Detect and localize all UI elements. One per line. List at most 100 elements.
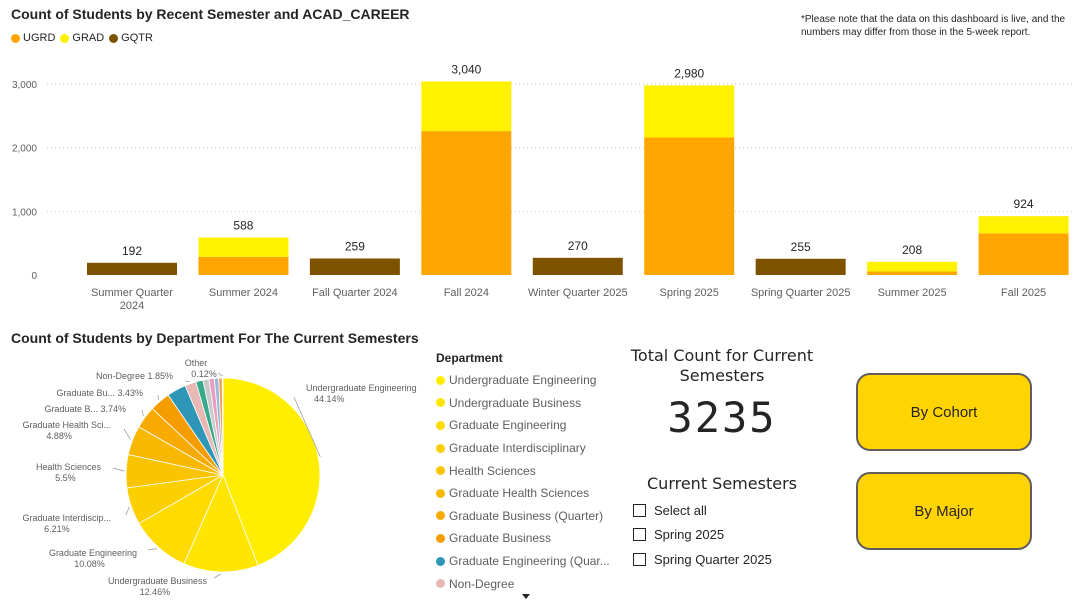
bar-segment-ugrd <box>421 131 512 275</box>
legend-dot-icon <box>436 556 445 566</box>
kpi-title: Total Count for Current Semesters <box>630 346 814 385</box>
live-data-note: *Please note that the data on this dashb… <box>801 14 1066 38</box>
legend-dot-gqtr <box>109 33 119 43</box>
pie-leader-line <box>125 506 130 516</box>
pie-label: Health Sciences <box>36 462 102 472</box>
department-legend-label: Undergraduate Engineering <box>449 373 597 388</box>
department-legend-label: Non-Degree <box>449 576 515 591</box>
legend-dot-icon <box>436 420 445 430</box>
by-cohort-button[interactable]: By Cohort <box>856 373 1032 451</box>
department-legend-label: Graduate Health Sciences <box>449 486 590 501</box>
data-label-total: 588 <box>233 219 253 233</box>
legend-label-gqtr: GQTR <box>121 32 153 44</box>
legend-dot-icon <box>436 511 445 521</box>
data-label-total: 3,040 <box>451 62 481 76</box>
legend-scroll-down-icon[interactable] <box>522 594 530 599</box>
y-tick-label: 0 <box>31 271 37 282</box>
department-legend-item[interactable]: Non-Degree <box>436 572 611 595</box>
legend-dot-icon <box>436 466 445 476</box>
data-label-total: 259 <box>345 240 365 254</box>
pie-leader-line <box>213 573 221 579</box>
y-tick-label: 2,000 <box>12 144 37 155</box>
pie-label-pct: 12.46% <box>140 587 171 597</box>
department-legend-title: Department <box>436 351 503 365</box>
semesters-slicer-title: Current Semesters <box>647 474 797 493</box>
department-legend-label: Graduate Interdisciplinary <box>449 441 586 456</box>
legend-item-gqtr[interactable]: GQTR <box>109 32 153 44</box>
data-label-total: 270 <box>568 239 588 253</box>
pie-slice <box>221 377 224 476</box>
x-category-label: Summer Quarter <box>91 287 173 299</box>
bar-segment-ugrd <box>198 256 289 275</box>
pie-slice <box>183 473 259 573</box>
x-category-label: Summer 2025 <box>878 287 947 299</box>
pie-leader-line <box>217 372 223 377</box>
department-legend-item[interactable]: Graduate Business <box>436 527 611 550</box>
pie-label: Undergraduate Business <box>108 576 208 586</box>
bar-segment-ugrd <box>644 137 735 275</box>
department-legend-item[interactable]: Graduate Business (Quarter) <box>436 505 611 528</box>
x-category-label: Fall 2024 <box>444 287 489 299</box>
slicer-option-spring-2025[interactable]: Spring 2025 <box>633 523 772 548</box>
bar-segment-gqtr <box>309 258 400 275</box>
legend-dot-icon <box>436 488 445 498</box>
y-tick-label: 3,000 <box>12 80 37 91</box>
kpi-value: 3235 <box>667 393 777 442</box>
bar-segment-ugrd <box>867 271 958 275</box>
data-label-total: 192 <box>122 244 142 258</box>
pie-leader-line <box>147 548 157 551</box>
slicer-option-label: Spring Quarter 2025 <box>654 551 772 567</box>
checkbox-spring-2025[interactable] <box>633 528 646 542</box>
pie-leader-line <box>141 409 144 417</box>
pie-label: Graduate Health Sci... <box>22 420 111 430</box>
pie-leader-line <box>112 467 125 472</box>
slicer-option-spring-quarter-2025[interactable]: Spring Quarter 2025 <box>633 547 772 572</box>
legend-dot-icon <box>436 398 445 408</box>
pie-chart-title: Count of Students by Department For The … <box>11 330 419 346</box>
pie-label-pct: 10.08% <box>74 559 105 569</box>
top-chart-title: Count of Students by Recent Semester and… <box>11 6 410 22</box>
checkbox-spring-quarter-2025[interactable] <box>633 552 646 566</box>
department-legend-item[interactable]: Graduate Engineering (Quar... <box>436 550 611 573</box>
bar-segment-gqtr <box>87 262 177 275</box>
legend-dot-icon <box>436 443 445 453</box>
department-legend-label: Health Sciences <box>449 463 536 478</box>
by-major-button[interactable]: By Major <box>856 472 1032 550</box>
pie-label-pct: 44.14% <box>314 394 345 404</box>
legend-item-grad[interactable]: GRAD <box>60 32 104 44</box>
x-category-label: Spring Quarter 2025 <box>751 287 851 299</box>
bar-segment-grad <box>198 237 289 257</box>
pie-label-pct: 4.88% <box>46 431 72 441</box>
department-legend-label: Graduate Engineering <box>449 418 567 433</box>
department-legend-item[interactable]: Graduate Interdisciplinary <box>436 437 611 460</box>
department-legend-item[interactable]: Health Sciences <box>436 459 611 482</box>
department-legend-item[interactable]: Undergraduate Business <box>436 392 611 415</box>
bar-segment-grad <box>978 216 1069 234</box>
pie-label: Graduate Engineering <box>49 548 137 558</box>
department-legend-item[interactable]: Undergraduate Engineering <box>436 369 611 392</box>
y-tick-label: 1,000 <box>12 207 37 218</box>
slicer-option-label: Spring 2025 <box>654 527 725 543</box>
department-legend-label: Graduate Business <box>449 531 552 546</box>
x-category-label: Winter Quarter 2025 <box>528 287 628 299</box>
pie-label-pct: 0.12% <box>191 369 217 379</box>
pie-label: Graduate Interdiscip... <box>22 513 111 523</box>
slicer-option-select-all[interactable]: Select all <box>633 498 772 523</box>
department-legend-item[interactable]: Graduate Health Sciences <box>436 482 611 505</box>
legend-dot-icon <box>436 533 445 543</box>
x-category-label: Summer 2024 <box>209 287 278 299</box>
data-label-total: 208 <box>902 243 922 257</box>
pie-leader-line <box>123 428 131 440</box>
legend-label-ugrd: UGRD <box>23 32 56 44</box>
legend-item-ugrd[interactable]: UGRD <box>11 32 55 44</box>
top-chart-legend: UGRD GRAD GQTR <box>11 32 153 44</box>
legend-label-grad: GRAD <box>72 32 105 44</box>
legend-dot-grad <box>60 33 70 43</box>
x-category-label: Fall Quarter 2024 <box>312 287 398 299</box>
department-legend-item[interactable]: Graduate Engineering <box>436 414 611 437</box>
pie-label-pct: 6.21% <box>44 524 70 534</box>
checkbox-select-all[interactable] <box>633 503 646 517</box>
department-legend-label: Graduate Business (Quarter) <box>449 508 604 523</box>
bar-segment-gqtr <box>532 257 623 275</box>
